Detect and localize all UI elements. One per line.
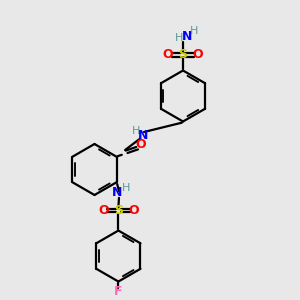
Text: H: H xyxy=(190,26,199,36)
Text: N: N xyxy=(138,129,148,142)
Text: O: O xyxy=(193,48,203,62)
Text: H: H xyxy=(175,33,184,43)
Text: N: N xyxy=(182,30,192,43)
Text: H: H xyxy=(132,126,140,136)
Text: F: F xyxy=(114,285,123,298)
Text: S: S xyxy=(114,204,123,217)
Text: O: O xyxy=(163,48,173,62)
Text: O: O xyxy=(135,137,146,151)
Text: N: N xyxy=(111,186,122,199)
Text: H: H xyxy=(122,183,130,193)
Text: S: S xyxy=(178,48,188,62)
Text: O: O xyxy=(98,204,109,217)
Text: O: O xyxy=(128,204,139,217)
